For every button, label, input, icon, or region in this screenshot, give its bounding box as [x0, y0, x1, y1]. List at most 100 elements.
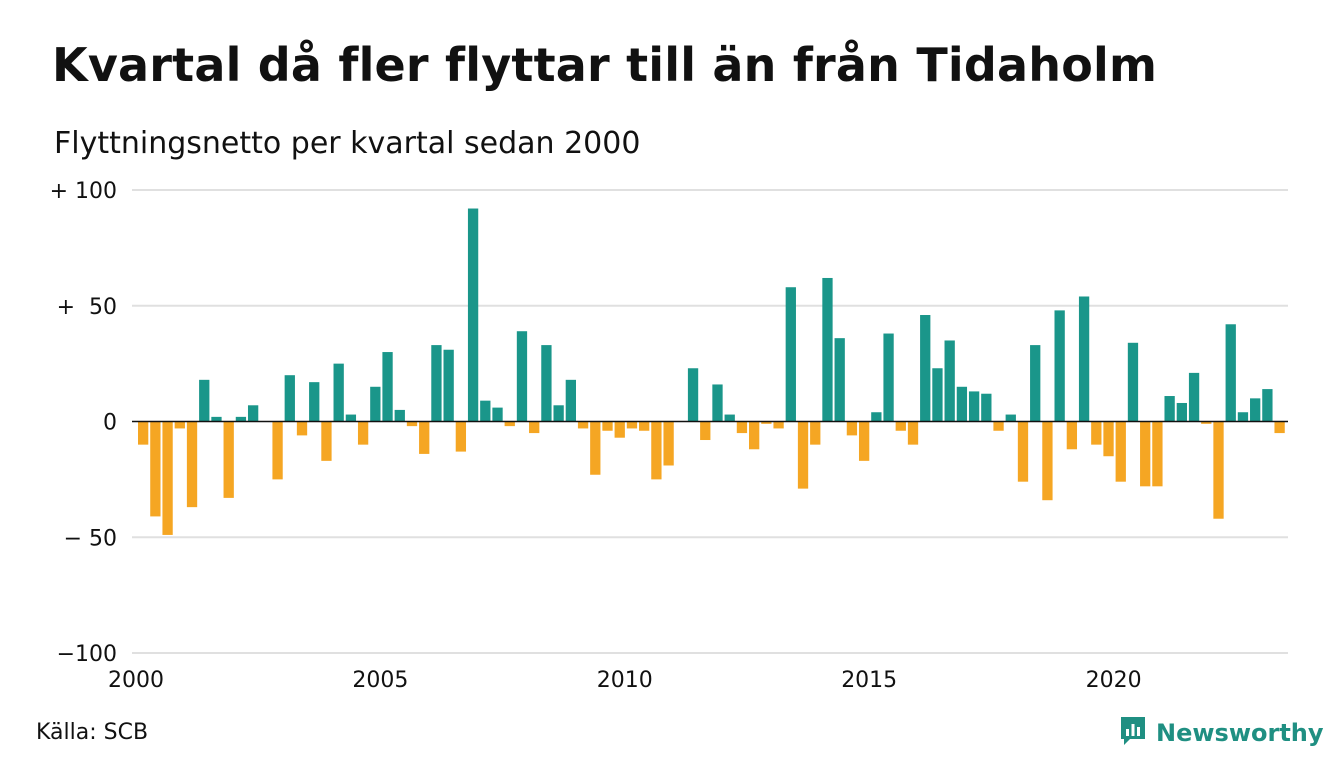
bar-2002-q2: [247, 405, 259, 422]
bar-2001-q3: [211, 416, 222, 422]
bar-2010-q2: [639, 421, 650, 431]
bar-2015-q3: [895, 421, 906, 431]
bar-2006-q1: [431, 345, 442, 422]
bar-2016-q2: [932, 368, 943, 422]
bar-2013-q3: [797, 421, 809, 489]
newsworthy-logo-text: Newsworthy: [1156, 719, 1324, 747]
bar-2000-q2: [150, 421, 161, 517]
bar-2021-q1: [1164, 396, 1175, 422]
bar-2016-q1: [920, 315, 931, 422]
x-axis-tick-labels: 2000 2005 2010 2015 2020: [108, 668, 1142, 693]
bar-2013-q4: [810, 421, 821, 445]
bar-2019-q3: [1091, 421, 1102, 445]
bar-2001-q4: [223, 421, 234, 498]
x-tick-label: 2020: [1086, 668, 1142, 693]
bar-2014-q1: [822, 277, 833, 422]
bar-2000-q4: [174, 421, 185, 429]
bar-2018-q4: [1054, 310, 1065, 422]
bar-2020-q1: [1115, 421, 1126, 482]
source-note: Källa: SCB: [36, 720, 149, 745]
bar-2016-q4: [956, 386, 968, 422]
bar-2020-q4: [1152, 421, 1163, 487]
bar-2004-q4: [370, 386, 381, 422]
bar-2009-q3: [602, 421, 613, 431]
bar-2002-q1: [235, 416, 247, 422]
newsworthy-logo: Newsworthy: [1118, 714, 1324, 752]
bar-2014-q3: [846, 421, 858, 436]
bar-2008-q2: [541, 345, 552, 422]
chart-subtitle: Flyttningsnetto per kvartal sedan 2000: [54, 126, 641, 161]
bar-2011-q3: [700, 421, 711, 441]
bar-2001-q1: [186, 421, 198, 508]
bar-2015-q4: [907, 421, 919, 445]
bar-2015-q2: [883, 333, 894, 422]
bar-2022-q4: [1250, 398, 1261, 422]
bar-2018-q3: [1042, 421, 1053, 501]
bars: [138, 208, 1285, 535]
gridlines: [132, 189, 1288, 654]
bar-2010-q3: [651, 421, 662, 480]
bar-2023-q2: [1274, 421, 1285, 434]
bar-2022-q1: [1213, 421, 1224, 519]
x-tick-label: 2000: [108, 668, 164, 693]
bar-2000-q1: [138, 421, 149, 445]
y-tick-label: + 100: [50, 179, 117, 204]
bar-2017-q3: [993, 421, 1004, 431]
bar-2003-q3: [309, 382, 320, 422]
bar-2019-q1: [1066, 421, 1078, 450]
bar-2013-q1: [773, 421, 784, 429]
bar-2005-q4: [419, 421, 430, 454]
bar-2023-q1: [1262, 389, 1273, 422]
chart-title: Kvartal då fler flyttar till än från Tid…: [52, 38, 1158, 92]
bar-2009-q2: [590, 421, 601, 475]
bar-2022-q2: [1225, 324, 1236, 422]
bar-2009-q4: [614, 421, 625, 438]
y-tick-label: + 50: [57, 295, 117, 320]
bar-2020-q3: [1140, 421, 1151, 487]
bar-2012-q1: [724, 414, 735, 422]
bar-2006-q3: [455, 421, 467, 452]
bar-2019-q4: [1103, 421, 1114, 457]
bar-2014-q2: [834, 338, 845, 422]
bar-2002-q4: [272, 421, 283, 480]
bar-2013-q2: [785, 287, 796, 422]
bar-2021-q3: [1188, 372, 1200, 422]
bar-2017-q1: [968, 391, 980, 422]
bar-2008-q1: [529, 421, 540, 434]
bar-2006-q4: [467, 208, 479, 422]
bar-2016-q3: [944, 340, 955, 422]
x-tick-label: 2005: [352, 668, 408, 693]
bar-2007-q4: [516, 331, 528, 422]
bar-2021-q4: [1201, 421, 1212, 424]
bar-2005-q1: [382, 352, 393, 422]
bar-2004-q2: [345, 414, 357, 422]
bar-2012-q2: [736, 421, 748, 434]
bar-2011-q2: [687, 368, 699, 422]
bar-2022-q3: [1237, 412, 1249, 422]
bar-2017-q4: [1005, 414, 1016, 422]
bar-2021-q2: [1176, 402, 1187, 422]
bar-2011-q4: [712, 384, 723, 422]
bar-2015-q1: [871, 412, 882, 422]
bar-2004-q1: [333, 363, 344, 422]
bar-2003-q1: [284, 375, 295, 422]
bar-2014-q4: [858, 421, 870, 461]
bar-2018-q2: [1030, 345, 1041, 422]
bar-2003-q4: [321, 421, 332, 461]
bar-2008-q3: [553, 405, 564, 422]
bar-2012-q4: [761, 421, 772, 424]
y-tick-label: − 50: [64, 526, 117, 551]
bar-2010-q1: [626, 421, 638, 429]
bar-2001-q2: [199, 379, 210, 422]
bar-2007-q1: [480, 400, 491, 422]
bar-2007-q3: [504, 421, 515, 427]
bar-2000-q3: [162, 421, 173, 535]
bar-2019-q2: [1078, 296, 1090, 422]
bar-2004-q3: [357, 421, 369, 445]
x-tick-label: 2015: [841, 668, 897, 693]
x-tick-label: 2010: [597, 668, 653, 693]
bar-2012-q3: [749, 421, 760, 450]
bar-2007-q2: [492, 407, 503, 422]
bar-2020-q2: [1127, 342, 1139, 422]
y-axis-tick-labels: + 100 + 50 0 − 50 −100: [50, 179, 117, 667]
